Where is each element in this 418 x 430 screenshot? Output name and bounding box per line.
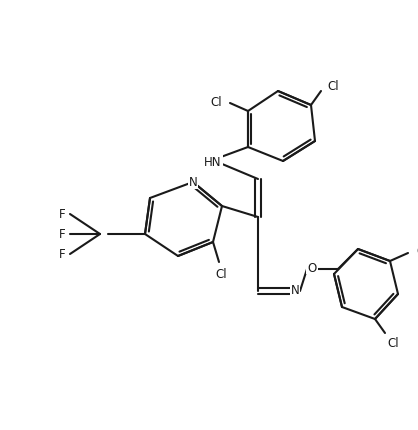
Text: F: F xyxy=(59,228,65,241)
Text: N: N xyxy=(189,176,197,189)
Text: HN: HN xyxy=(204,155,222,168)
Text: Cl: Cl xyxy=(215,268,227,281)
Text: F: F xyxy=(59,248,65,261)
Text: O: O xyxy=(307,261,316,274)
Text: N: N xyxy=(291,283,299,296)
Text: Cl: Cl xyxy=(416,245,418,258)
Text: F: F xyxy=(59,208,65,221)
Text: Cl: Cl xyxy=(327,79,339,92)
Text: Cl: Cl xyxy=(210,95,222,108)
Text: Cl: Cl xyxy=(387,337,399,350)
